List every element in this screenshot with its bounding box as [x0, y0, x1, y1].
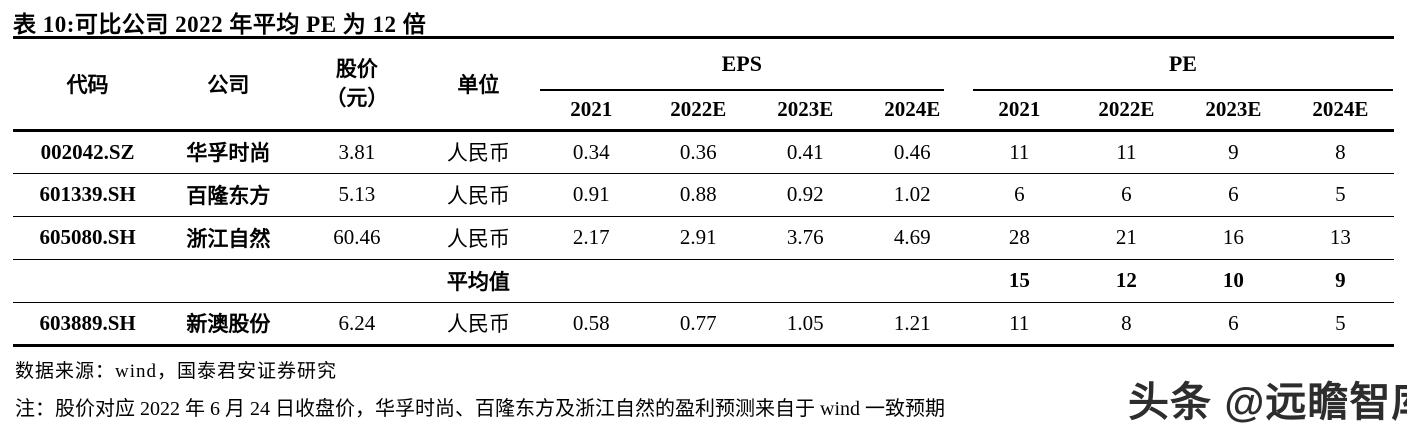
cell-pe: 13 — [1286, 216, 1394, 260]
cell-company: 百隆东方 — [162, 173, 295, 217]
cell-company: 新澳股份 — [162, 302, 295, 347]
table-title: 表 10:可比公司 2022 年平均 PE 为 12 倍 — [13, 12, 427, 37]
header-group-row: 代码 公司 股价 （元） 单位 EPS PE — [13, 39, 1394, 132]
cell-eps: 2.91 — [644, 216, 752, 260]
eps-year-2021: 2021 — [537, 91, 645, 132]
average-row: 平均值 15 12 10 9 — [13, 259, 1394, 303]
cell-unit: 人民币 — [418, 173, 538, 217]
title-divider — [13, 36, 1394, 39]
cell-code: 603889.SH — [13, 302, 163, 347]
cell-company: 华孚时尚 — [162, 130, 295, 174]
cell-code: 002042.SZ — [13, 130, 163, 174]
cell-eps: 0.92 — [751, 173, 859, 217]
cell-pe: 9 — [1286, 259, 1394, 303]
cell-eps: 3.76 — [751, 216, 859, 260]
group-header-pe: PE — [966, 39, 1394, 91]
group-header-eps: EPS — [538, 39, 966, 91]
cell-eps: 2.17 — [537, 216, 645, 260]
cell-eps: 0.77 — [644, 302, 752, 347]
cell-pe: 6 — [1072, 173, 1180, 217]
cell-pe: 9 — [1179, 130, 1287, 174]
cell-eps: 1.02 — [858, 173, 966, 217]
cell-pe: 28 — [965, 216, 1073, 260]
cell-company: 浙江自然 — [162, 216, 295, 260]
cell-eps: 0.34 — [537, 130, 645, 174]
cell-pe: 5 — [1286, 173, 1394, 217]
data-source-text: 数据来源：wind，国泰君安证券研究 — [15, 361, 338, 382]
cell-price: 60.46 — [294, 216, 419, 260]
cell-pe: 6 — [1179, 173, 1287, 217]
cell-pe: 5 — [1286, 302, 1394, 347]
pe-year-2023e: 2023E — [1179, 91, 1287, 132]
cell-code — [13, 259, 163, 303]
cell-pe: 8 — [1286, 130, 1394, 174]
cell-pe: 11 — [1072, 130, 1180, 174]
cell-pe: 6 — [965, 173, 1073, 217]
cell-pe: 8 — [1072, 302, 1180, 347]
cell-pe: 21 — [1072, 216, 1180, 260]
cell-eps: 0.41 — [751, 130, 859, 174]
col-header-company: 公司 — [162, 39, 295, 132]
cell-pe: 16 — [1179, 216, 1287, 260]
average-label: 平均值 — [418, 259, 538, 303]
cell-price: 5.13 — [294, 173, 419, 217]
cell-pe: 11 — [965, 302, 1073, 347]
table-row: 605080.SH 浙江自然 60.46 人民币 2.17 2.91 3.76 … — [13, 216, 1394, 260]
cell-eps: 0.36 — [644, 130, 752, 174]
cell-pe: 10 — [1179, 259, 1287, 303]
table-row: 603889.SH 新澳股份 6.24 人民币 0.58 0.77 1.05 1… — [13, 302, 1394, 347]
col-header-unit: 单位 — [418, 39, 538, 132]
comparable-companies-table: 代码 公司 股价 （元） 单位 EPS PE 2021 2022E — [13, 39, 1394, 347]
col-header-price: 股价 （元） — [294, 39, 419, 132]
pe-year-2024e: 2024E — [1286, 91, 1394, 132]
cell-price: 3.81 — [294, 130, 419, 174]
cell-eps — [751, 259, 859, 303]
cell-unit: 人民币 — [418, 130, 538, 174]
table-row: 002042.SZ 华孚时尚 3.81 人民币 0.34 0.36 0.41 0… — [13, 130, 1394, 174]
cell-pe: 12 — [1072, 259, 1180, 303]
eps-year-2024e: 2024E — [858, 91, 966, 132]
cell-eps: 1.21 — [858, 302, 966, 347]
cell-eps — [644, 259, 752, 303]
cell-code: 601339.SH — [13, 173, 163, 217]
eps-year-2022e: 2022E — [644, 91, 752, 132]
cell-company — [162, 259, 295, 303]
pe-year-2022e: 2022E — [1072, 91, 1180, 132]
table-row: 601339.SH 百隆东方 5.13 人民币 0.91 0.88 0.92 1… — [13, 173, 1394, 217]
cell-pe: 6 — [1179, 302, 1287, 347]
cell-pe: 11 — [965, 130, 1073, 174]
cell-eps: 4.69 — [858, 216, 966, 260]
eps-year-2023e: 2023E — [751, 91, 859, 132]
header-years-row: 2021 2022E 2023E 2024E 2021 2022E 2023E … — [13, 91, 1394, 132]
col-header-code: 代码 — [13, 39, 163, 132]
cell-eps: 1.05 — [751, 302, 859, 347]
footnote-text: 注：股价对应 2022 年 6 月 24 日收盘价，华孚时尚、百隆东方及浙江自然… — [15, 398, 945, 420]
pe-year-2021: 2021 — [965, 91, 1073, 132]
cell-pe: 15 — [965, 259, 1073, 303]
cell-eps: 0.88 — [644, 173, 752, 217]
cell-eps — [858, 259, 966, 303]
watermark-text: 头条 @远瞻智库 — [1128, 379, 1407, 425]
col-header-price-line2: （元） — [325, 85, 389, 110]
cell-code: 605080.SH — [13, 216, 163, 260]
cell-eps: 0.58 — [537, 302, 645, 347]
cell-price: 6.24 — [294, 302, 419, 347]
cell-eps — [537, 259, 645, 303]
cell-unit: 人民币 — [418, 302, 538, 347]
cell-eps: 0.46 — [858, 130, 966, 174]
cell-price — [294, 259, 419, 303]
col-header-price-line1: 股价 — [335, 57, 378, 82]
cell-eps: 0.91 — [537, 173, 645, 217]
cell-unit: 人民币 — [418, 216, 538, 260]
